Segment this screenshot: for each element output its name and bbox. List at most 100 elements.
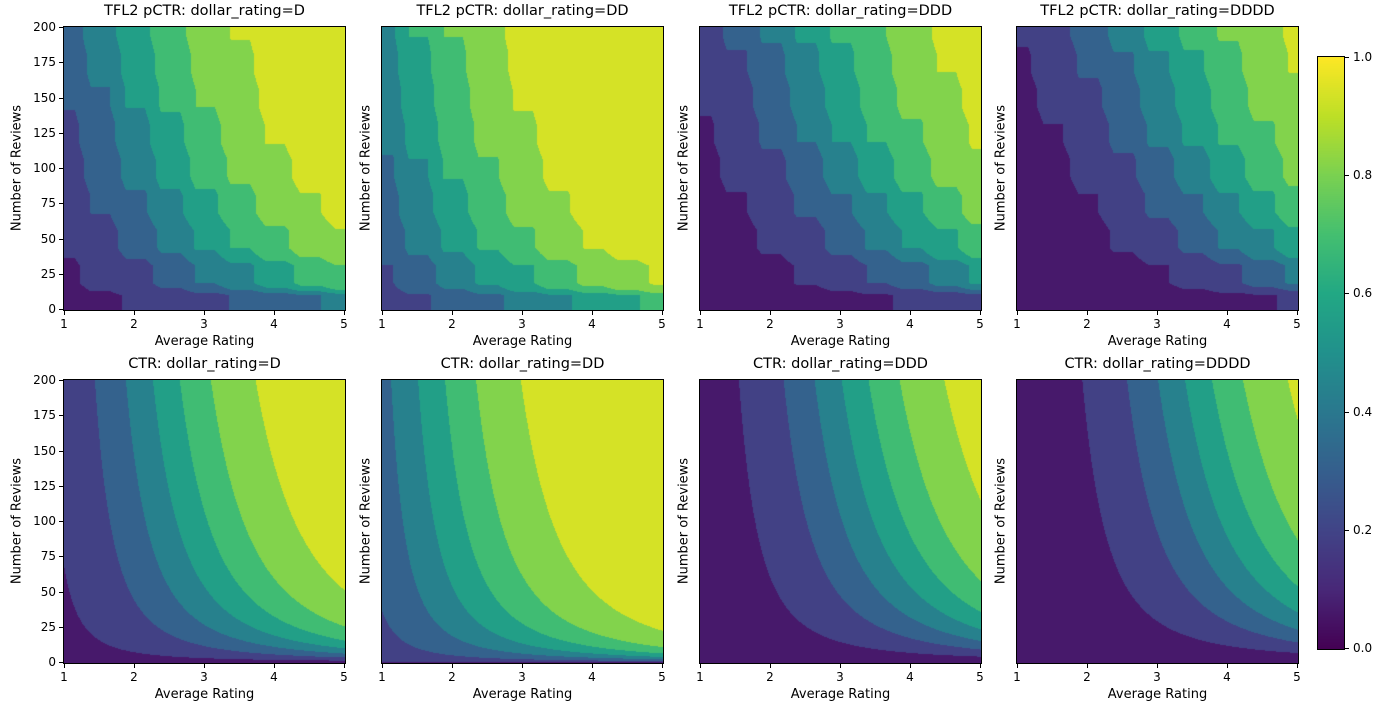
subplot-ctr-ddd: CTR: dollar_rating=DDD Number of Reviews… — [677, 356, 984, 702]
subplot-ctr-dd: CTR: dollar_rating=DD Number of Reviews … — [359, 356, 666, 702]
x-tick-mark — [64, 311, 65, 315]
x-tick-label: 1 — [1013, 670, 1021, 684]
y-tick-label: 175 — [33, 408, 56, 423]
colorbar-tick-mark — [1345, 57, 1349, 58]
subplot-title: TFL2 pCTR: dollar_rating=DD — [416, 3, 629, 19]
y-tick-label: 25 — [40, 619, 56, 634]
x-tick-mark — [910, 311, 911, 315]
x-axis-label: Average Rating — [472, 687, 573, 702]
y-tick-label: 125 — [33, 478, 56, 493]
y-tick-mark — [59, 380, 63, 381]
x-tick-mark — [1227, 664, 1228, 668]
x-axis-label: Average Rating — [790, 687, 891, 702]
x-tick-label: 1 — [378, 317, 386, 331]
x-tick-label: 5 — [340, 670, 348, 684]
x-tick-mark — [770, 664, 771, 668]
x-tick-label: 2 — [448, 670, 456, 684]
x-tick-label: 3 — [518, 670, 526, 684]
x-tick-label: 4 — [270, 317, 278, 331]
x-tick-mark — [382, 664, 383, 668]
x-tick-mark — [1157, 664, 1158, 668]
x-tick-mark — [344, 664, 345, 668]
x-axis-label: Average Rating — [472, 334, 573, 349]
x-tick-mark — [522, 664, 523, 668]
x-tick-mark — [1227, 311, 1228, 315]
x-tick-label: 2 — [130, 670, 138, 684]
y-tick-mark — [59, 626, 63, 628]
y-tick-label: 75 — [40, 196, 56, 211]
subplot-title: TFL2 pCTR: dollar_rating=DDDD — [1040, 3, 1275, 19]
x-tick-label: 3 — [1153, 317, 1161, 331]
x-tick-label: 2 — [1083, 317, 1091, 331]
x-tick-mark — [204, 311, 205, 315]
subplot-tfl2-pctr-dd: TFL2 pCTR: dollar_rating=DD Number of Re… — [359, 3, 666, 349]
x-tick-mark — [452, 311, 453, 315]
y-axis-label: Number of Reviews — [358, 104, 374, 232]
y-tick-mark — [59, 485, 63, 487]
contour-plot-canvas — [1016, 26, 1299, 311]
contour-plot-canvas — [699, 379, 982, 664]
y-tick-mark — [59, 238, 63, 240]
colorbar-tick-label: 0.4 — [1353, 404, 1373, 419]
x-tick-label: 2 — [1083, 670, 1091, 684]
y-tick-label: 75 — [40, 549, 56, 564]
subplot-title: TFL2 pCTR: dollar_rating=DDD — [728, 3, 953, 19]
x-tick-label: 5 — [658, 317, 666, 331]
y-tick-label: 0 — [48, 655, 56, 669]
x-tick-label: 5 — [976, 670, 984, 684]
contour-plot-canvas — [381, 26, 664, 311]
x-tick-label: 4 — [906, 317, 914, 331]
y-tick-label: 50 — [40, 584, 56, 599]
x-tick-label: 2 — [130, 317, 138, 331]
colorbar-tick-mark — [1345, 293, 1349, 295]
y-tick-label: 25 — [40, 266, 56, 281]
x-tick-label: 1 — [60, 317, 68, 331]
x-tick-label: 5 — [976, 317, 984, 331]
x-tick-mark — [1087, 664, 1088, 668]
y-axis-label: Number of Reviews — [9, 457, 25, 585]
y-tick-label: 50 — [40, 231, 56, 246]
y-axis-label: Number of Reviews — [993, 457, 1009, 585]
x-tick-mark — [980, 311, 981, 315]
contour-plot-canvas — [1016, 379, 1299, 664]
subplot-tfl2-pctr-ddd: TFL2 pCTR: dollar_rating=DDD Number of R… — [677, 3, 984, 349]
y-tick-mark — [59, 591, 63, 593]
y-tick-mark — [59, 556, 63, 558]
y-axis-label: Number of Reviews — [676, 457, 692, 585]
y-tick-label: 150 — [33, 90, 56, 105]
subplot-tfl2-pctr-d: TFL2 pCTR: dollar_rating=D Number of Rev… — [10, 3, 348, 349]
y-tick-mark — [59, 309, 63, 310]
y-tick-mark — [59, 521, 63, 522]
contour-plot-canvas — [381, 379, 664, 664]
x-tick-mark — [770, 311, 771, 315]
colorbar-tick-label: 0.2 — [1353, 522, 1373, 537]
colorbar-tick-mark — [1345, 648, 1349, 649]
x-tick-mark — [1017, 664, 1018, 668]
y-tick-label: 200 — [33, 20, 56, 34]
x-tick-mark — [1157, 311, 1158, 315]
x-tick-mark — [592, 311, 593, 315]
x-tick-label: 4 — [270, 670, 278, 684]
x-tick-label: 5 — [658, 670, 666, 684]
x-tick-label: 3 — [836, 317, 844, 331]
y-axis-label: Number of Reviews — [358, 457, 374, 585]
y-tick-label: 100 — [33, 514, 56, 528]
x-tick-label: 4 — [1223, 317, 1231, 331]
colorbar-tick-label: 0.8 — [1353, 168, 1373, 183]
y-axis-label: Number of Reviews — [9, 104, 25, 232]
y-tick-mark — [59, 415, 63, 417]
x-tick-mark — [1087, 311, 1088, 315]
subplot-title: CTR: dollar_rating=DD — [440, 356, 605, 372]
x-tick-label: 4 — [906, 670, 914, 684]
y-tick-mark — [59, 168, 63, 169]
y-axis-label: Number of Reviews — [676, 104, 692, 232]
x-tick-label: 2 — [766, 317, 774, 331]
x-tick-label: 3 — [1153, 670, 1161, 684]
x-tick-label: 1 — [1013, 317, 1021, 331]
y-axis-label: Number of Reviews — [993, 104, 1009, 232]
x-tick-mark — [134, 664, 135, 668]
x-tick-label: 5 — [1293, 317, 1301, 331]
x-axis-label: Average Rating — [154, 334, 255, 349]
x-tick-label: 3 — [836, 670, 844, 684]
x-tick-mark — [662, 664, 663, 668]
